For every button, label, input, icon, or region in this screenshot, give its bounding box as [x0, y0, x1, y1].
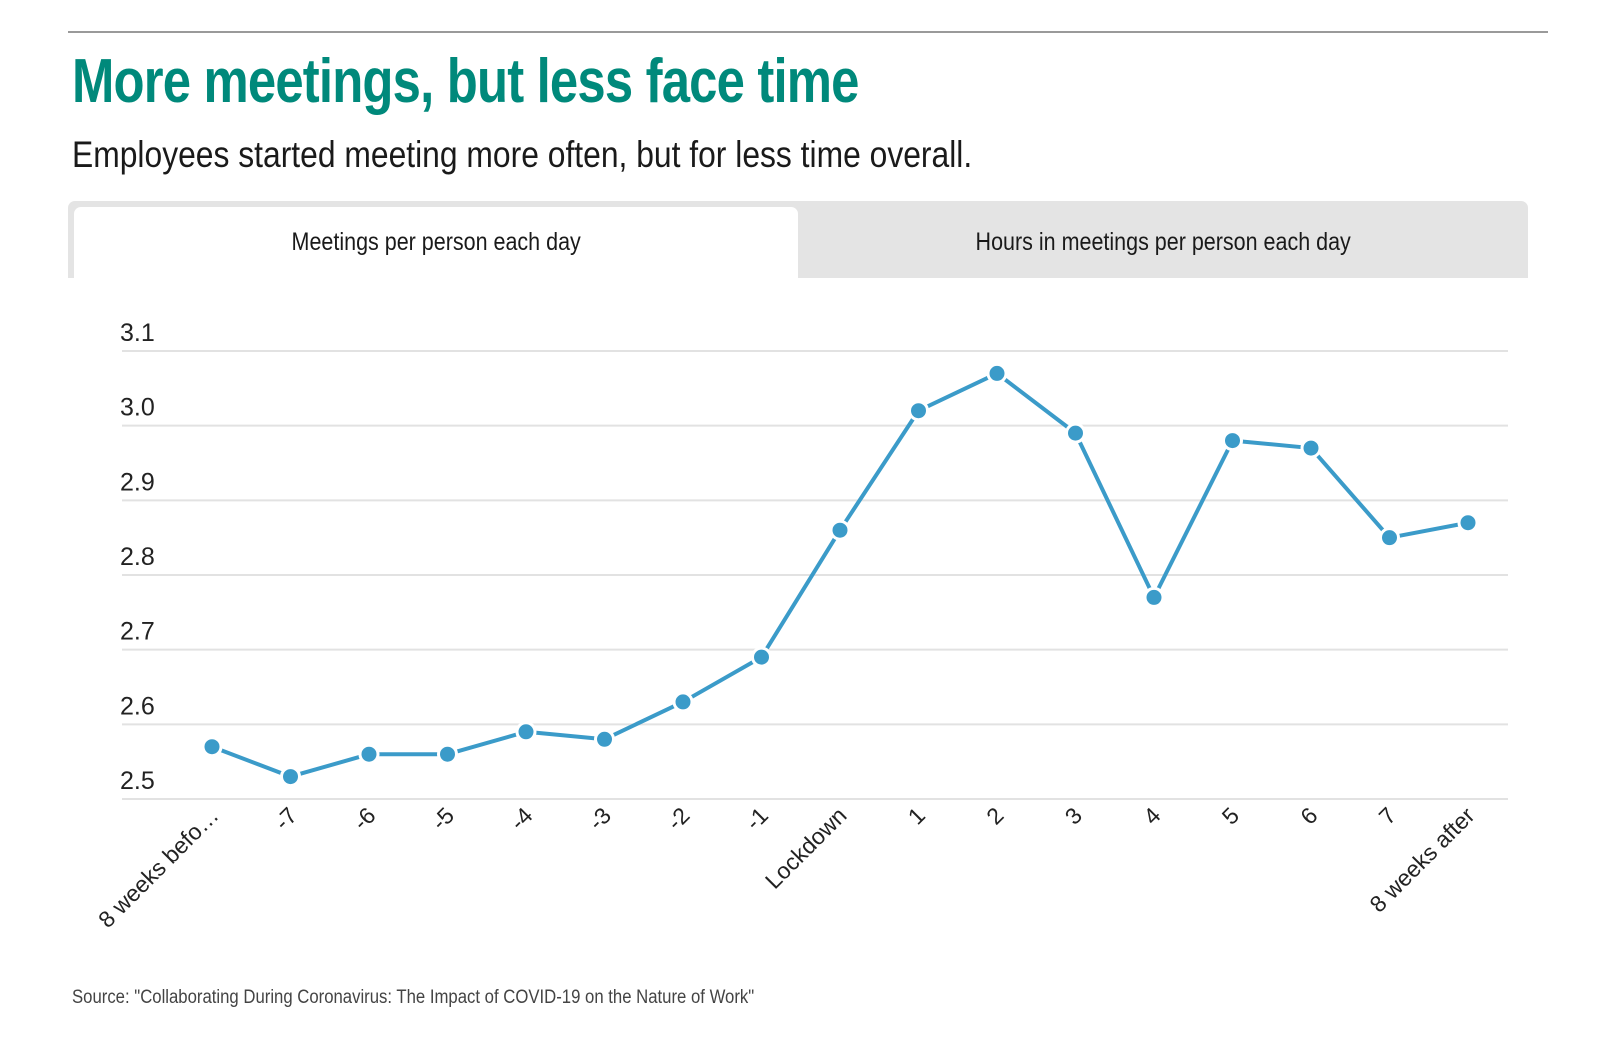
- series-line-segment: [1230, 438, 1313, 451]
- series-line-segment: [1152, 438, 1235, 600]
- x-tick-label: Lockdown: [760, 802, 852, 894]
- data-point[interactable]: [1065, 422, 1086, 444]
- data-point[interactable]: [280, 766, 301, 788]
- y-tick-label: 2.7: [120, 618, 155, 646]
- y-tick-label: 2.6: [120, 692, 155, 720]
- data-point[interactable]: [201, 736, 223, 758]
- data-point[interactable]: [437, 743, 458, 765]
- data-point[interactable]: [672, 691, 694, 713]
- tab-meetings-per-person[interactable]: Meetings per person each day: [74, 207, 798, 278]
- x-tick-label: 5: [1217, 802, 1244, 829]
- x-tick-label: 3: [1060, 802, 1087, 829]
- tab-bar: Meetings per person each day Hours in me…: [68, 201, 1528, 278]
- y-tick-label: 2.8: [120, 543, 155, 571]
- y-tick-label: 2.9: [120, 468, 155, 496]
- source-note: Source: "Collaborating During Coronaviru…: [72, 987, 755, 1008]
- data-point[interactable]: [1143, 586, 1165, 608]
- data-point[interactable]: [751, 646, 772, 668]
- data-point[interactable]: [358, 743, 380, 765]
- data-point[interactable]: [1300, 437, 1322, 459]
- data-point[interactable]: [594, 728, 615, 750]
- series-line-segment: [681, 655, 764, 704]
- x-tick-label: -6: [348, 802, 381, 835]
- page-subtitle: Employees started meeting more often, bu…: [72, 134, 973, 175]
- series-line-segment: [288, 752, 371, 779]
- series-line-segment: [759, 528, 842, 660]
- x-tick-label: -7: [269, 802, 302, 835]
- y-tick-label: 3.1: [120, 319, 155, 347]
- x-tick-label: -2: [662, 802, 695, 835]
- series-line-segment: [838, 408, 921, 533]
- x-tick-label: 8 weeks befo…: [93, 802, 223, 932]
- top-rule: [68, 31, 1548, 33]
- series-points: [201, 362, 1479, 788]
- page-title: More meetings, but less face time: [72, 47, 859, 116]
- series-line-segment: [524, 729, 607, 742]
- x-tick-label: -1: [740, 802, 773, 835]
- x-tick-label: 4: [1138, 802, 1166, 830]
- data-point[interactable]: [908, 400, 929, 422]
- series-line-segment: [210, 744, 293, 779]
- tab-label: Meetings per person each day: [291, 228, 581, 256]
- series-line-segment: [602, 699, 685, 742]
- y-tick-label: 3.0: [120, 394, 155, 422]
- data-point[interactable]: [1457, 512, 1479, 534]
- x-tick-label: 6: [1295, 802, 1322, 829]
- series-line-segment: [1073, 431, 1156, 600]
- series-line-segment: [445, 729, 528, 757]
- series-line-segment: [1309, 446, 1392, 540]
- x-tick-label: -4: [505, 802, 538, 835]
- series-line-layer: [210, 371, 1470, 779]
- series-line-segment: [1387, 520, 1470, 540]
- series-line-segment: [916, 371, 999, 413]
- tab-label: Hours in meetings per person each day: [975, 228, 1351, 256]
- data-point[interactable]: [829, 519, 851, 541]
- x-tick-label: 1: [903, 802, 930, 829]
- x-tick-label: 7: [1374, 802, 1401, 829]
- data-point[interactable]: [515, 721, 537, 743]
- data-point[interactable]: [986, 362, 1008, 384]
- tab-hours-in-meetings[interactable]: Hours in meetings per person each day: [798, 207, 1528, 278]
- y-tick-label: 2.5: [120, 767, 155, 795]
- x-tick-label: -5: [426, 802, 459, 835]
- x-tick-label: -3: [583, 802, 616, 835]
- y-axis-ticks: 2.5 2.6 2.7 2.8 2.9 3.0 3.1: [120, 319, 155, 795]
- x-tick-label: 2: [981, 802, 1008, 829]
- gridlines: [122, 350, 1508, 800]
- data-point[interactable]: [1222, 430, 1243, 452]
- data-point[interactable]: [1379, 527, 1400, 549]
- series-line-segment: [995, 371, 1078, 436]
